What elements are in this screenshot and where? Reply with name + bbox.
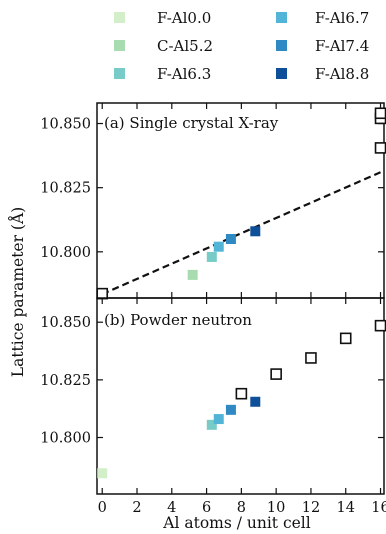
data-point-f-al0-0 [97, 468, 108, 479]
y-tick-label: 10.800 [40, 431, 91, 447]
legend-swatch [276, 12, 287, 23]
legend-item: F-Al6.7 [276, 9, 369, 27]
data-point-f-al6-3 [206, 251, 217, 262]
data-point-c-al5-2 [187, 269, 198, 280]
data-marks [96, 107, 386, 300]
legend-swatch [114, 68, 125, 79]
data-point-f-al7-4 [225, 233, 236, 244]
x-tick-label: 16 [371, 500, 386, 516]
data-point-f-al6-3 [206, 419, 217, 430]
y-tick-label: 10.825 [40, 373, 91, 389]
legend-label: F-Al7.4 [315, 37, 369, 55]
open-data-point [270, 368, 282, 380]
x-tick-label: 2 [132, 500, 141, 516]
open-data-point [374, 107, 386, 120]
legend-item: F-Al6.3 [114, 65, 211, 83]
y-ticks: 10.800 10.825 10.850 [40, 298, 384, 494]
x-ticks: 0 2 4 6 8 10 12 14 16 [98, 500, 386, 516]
data-point-f-al6-7 [213, 414, 224, 425]
plot-area-frame [96, 102, 385, 299]
data-point-f-al6-7 [213, 241, 224, 252]
y-axis-label: Lattice parameter (Å) [9, 207, 27, 377]
legend-swatch [276, 68, 287, 79]
legend-item: C-Al5.2 [114, 37, 213, 55]
legend-label: F-Al6.7 [315, 9, 369, 27]
legend-swatch [276, 40, 287, 51]
panel-label: (a) Single crystal X-ray [104, 114, 279, 132]
y-tick-label: 10.850 [40, 315, 91, 331]
open-data-point [305, 352, 317, 364]
legend-item: F-Al8.8 [276, 65, 369, 83]
y-ticks: 10.800 10.825 10.850 [40, 103, 384, 298]
x-tick-label: 4 [167, 500, 176, 516]
open-data-point [374, 319, 386, 332]
open-data-point [339, 332, 352, 345]
panel-label: (b) Powder neutron [104, 311, 252, 329]
plot-area-frame [96, 297, 385, 495]
legend-item: F-Al7.4 [276, 37, 369, 55]
legend-label: C-Al5.2 [157, 37, 213, 55]
data-marks [97, 319, 386, 479]
data-point-f-al8-8 [250, 396, 261, 407]
x-axis-label: Al atoms / unit cell [162, 514, 310, 532]
legend: F-Al0.0 C-Al5.2 F-Al6.3 F-Al6.7 F-Al7.4 … [114, 9, 369, 83]
legend-swatch [114, 40, 125, 51]
x-tick-label: 8 [237, 500, 246, 516]
data-point-f-al8-8 [250, 226, 261, 237]
legend-label: F-Al0.0 [157, 9, 211, 27]
y-tick-label: 10.850 [40, 117, 91, 133]
x-tick-label: 14 [337, 500, 355, 516]
x-tick-label: 0 [98, 500, 107, 516]
fit-line [101, 171, 381, 296]
y-tick-label: 10.825 [40, 181, 91, 197]
x-tick-label: 12 [302, 500, 320, 516]
panel-single-crystal: (a) Single crystal X-ray 10.80010.82510.… [40, 102, 386, 300]
open-data-point [96, 287, 109, 300]
open-data-point [374, 142, 386, 154]
x-tick-label: 6 [202, 500, 211, 516]
legend-label: F-Al6.3 [157, 65, 211, 83]
panel-powder-neutron: (b) Powder neutron 10.800 10.825 10.850 [40, 297, 386, 495]
legend-item: F-Al0.0 [114, 9, 211, 27]
y-tick-label: 10.800 [40, 245, 91, 261]
legend-label: F-Al8.8 [315, 65, 369, 83]
open-data-point [235, 387, 248, 400]
legend-swatch [114, 12, 125, 23]
data-point-f-al7-4 [225, 404, 236, 415]
x-tick-label: 10 [267, 500, 285, 516]
